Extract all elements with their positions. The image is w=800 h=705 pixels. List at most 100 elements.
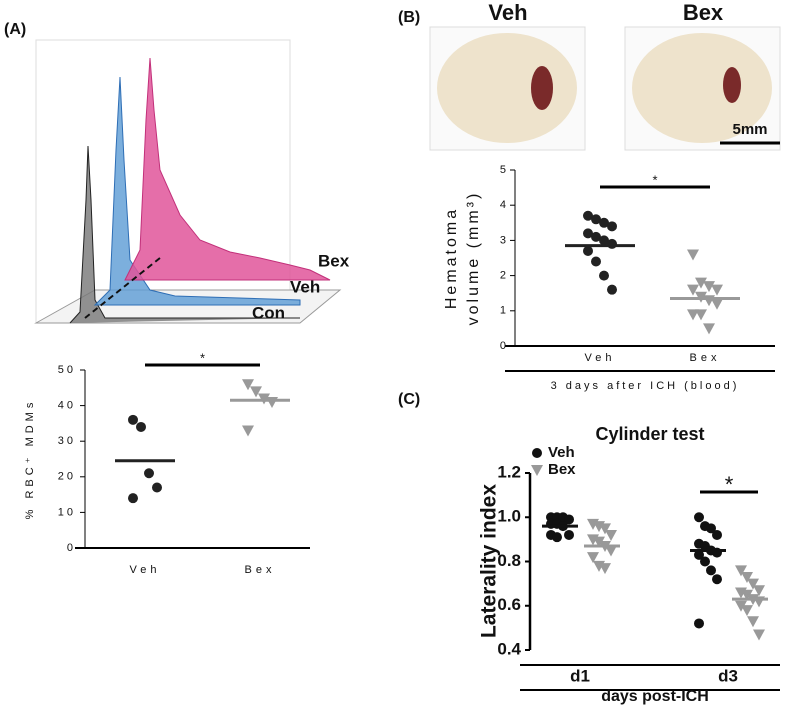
histogram-label: Con xyxy=(252,303,285,322)
y-axis-label: Hematoma xyxy=(443,207,460,309)
y-tick-label: 30 xyxy=(58,435,76,447)
y-tick-label: 20 xyxy=(58,471,76,483)
data-point xyxy=(250,386,262,398)
y-tick-label: 10 xyxy=(58,506,76,518)
gate-line xyxy=(84,257,161,319)
histogram-label: Veh xyxy=(290,277,320,296)
data-point xyxy=(747,616,759,628)
data-point xyxy=(128,493,138,504)
con-histogram xyxy=(69,145,300,324)
y-tick-label: 50 xyxy=(58,364,76,376)
hematoma xyxy=(531,66,553,110)
x-tick-label: d1 xyxy=(570,666,590,685)
data-point xyxy=(593,536,605,548)
data-point xyxy=(591,231,601,242)
data-point xyxy=(587,552,599,564)
panel-label: (B) xyxy=(398,9,420,26)
brain-slice xyxy=(437,33,577,143)
data-point xyxy=(687,309,699,321)
data-point xyxy=(694,512,704,523)
y-tick-label: 1.0 xyxy=(497,507,521,526)
y-tick-label: 40 xyxy=(58,400,76,412)
data-point xyxy=(753,585,765,597)
y-tick-label: 0 xyxy=(500,340,506,352)
data-point xyxy=(583,228,593,239)
y-axis-label: volume (mm³) xyxy=(465,191,482,326)
y-tick-label: 0 xyxy=(67,542,76,554)
brain-images: 5mm Veh Bex xyxy=(429,0,781,151)
data-point xyxy=(607,284,617,295)
significance-label: * xyxy=(725,472,734,497)
data-point xyxy=(694,549,704,560)
chart-title: Cylinder test xyxy=(595,424,704,444)
legend-label: Bex xyxy=(548,461,576,478)
histogram-label: Bex xyxy=(318,251,350,270)
y-tick-label: 3 xyxy=(500,234,506,246)
veh-histogram xyxy=(93,76,301,306)
x-tick-label: d3 xyxy=(718,666,738,685)
data-point xyxy=(735,600,747,612)
data-point xyxy=(711,284,723,296)
y-tick-label: 0.8 xyxy=(497,551,521,570)
x-tick-label: Veh xyxy=(585,352,616,364)
data-point xyxy=(552,532,562,543)
data-point xyxy=(753,629,765,641)
scale-label: 5mm xyxy=(732,121,767,138)
data-point xyxy=(741,605,753,617)
data-point xyxy=(266,397,278,409)
significance-label: * xyxy=(200,350,205,365)
data-point xyxy=(599,217,609,228)
data-point xyxy=(605,529,617,541)
data-point xyxy=(564,514,574,525)
data-point xyxy=(605,545,617,557)
data-point xyxy=(599,563,611,575)
x-axis-label: days post-ICH xyxy=(601,688,709,705)
data-point xyxy=(591,256,601,267)
y-tick-label: 1.2 xyxy=(497,462,521,481)
y-tick-label: 2 xyxy=(500,270,506,282)
data-point xyxy=(242,379,254,391)
data-point xyxy=(712,529,722,540)
data-point xyxy=(144,468,154,479)
data-point xyxy=(687,284,699,296)
data-point xyxy=(607,238,617,249)
data-point xyxy=(583,245,593,256)
data-point xyxy=(694,618,704,629)
data-point xyxy=(706,565,716,576)
x-tick-label: Bex xyxy=(245,564,276,576)
data-point xyxy=(695,277,707,289)
x-axis-label: 3 days after ICH (blood) xyxy=(551,380,740,392)
data-point xyxy=(747,578,759,590)
data-point xyxy=(591,214,601,225)
y-tick-label: 0.6 xyxy=(497,595,521,614)
data-point xyxy=(583,210,593,221)
data-point xyxy=(136,421,146,432)
data-point xyxy=(695,309,707,321)
data-point xyxy=(700,556,710,567)
data-point xyxy=(712,574,722,585)
data-point xyxy=(152,482,162,493)
y-tick-label: 0.4 xyxy=(497,639,521,658)
data-point xyxy=(128,414,138,425)
data-point xyxy=(703,281,715,293)
y-axis-label: % RBC⁺ MDMs xyxy=(24,399,36,520)
y-axis-label: Laterality index xyxy=(478,484,501,638)
y-tick-label: 5 xyxy=(500,164,506,176)
data-point xyxy=(599,523,611,535)
brain-slice xyxy=(632,33,772,143)
panel-label: (A) xyxy=(4,21,26,38)
significance-label: * xyxy=(652,172,657,187)
bex-histogram xyxy=(124,57,331,281)
data-point xyxy=(703,323,715,335)
image-label: Veh xyxy=(488,0,527,25)
data-point xyxy=(599,235,609,246)
data-point xyxy=(607,221,617,232)
data-point xyxy=(735,565,747,577)
legend-marker xyxy=(532,448,542,458)
data-point xyxy=(687,249,699,261)
data-point xyxy=(741,589,753,601)
x-tick-label: Bex xyxy=(690,352,721,364)
x-tick-label: Veh xyxy=(130,564,161,576)
data-point xyxy=(706,523,716,534)
